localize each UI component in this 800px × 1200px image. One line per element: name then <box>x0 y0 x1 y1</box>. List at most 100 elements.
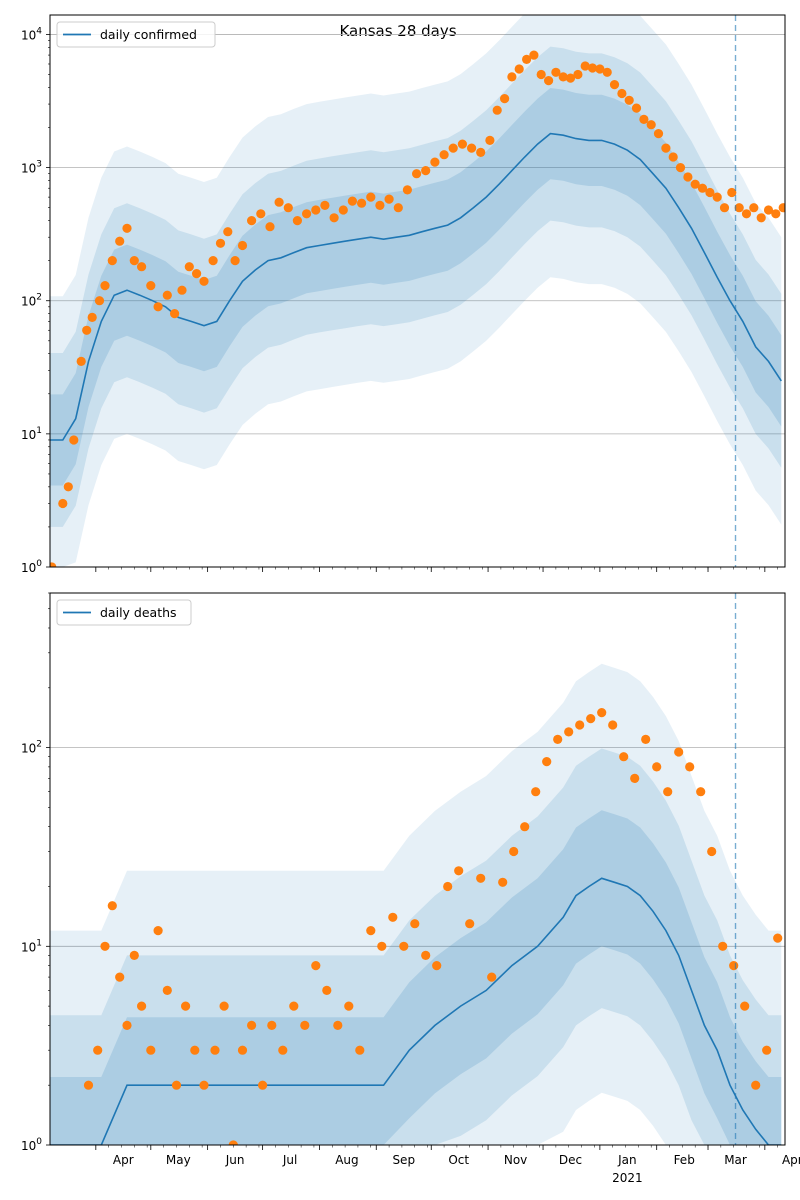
data-point <box>595 64 605 74</box>
data-point <box>107 901 117 911</box>
data-point <box>87 312 97 322</box>
data-point <box>430 157 440 167</box>
data-point <box>274 197 284 207</box>
data-point <box>668 152 678 162</box>
data-point <box>421 950 431 961</box>
data-point <box>100 281 110 291</box>
data-point <box>492 105 502 115</box>
data-point <box>347 196 357 206</box>
data-point <box>219 1001 229 1011</box>
data-point <box>247 1020 257 1030</box>
data-point <box>302 209 312 219</box>
data-point <box>181 1001 191 1011</box>
data-point <box>366 926 376 936</box>
data-point <box>267 1020 277 1030</box>
data-point <box>283 203 293 213</box>
data-point <box>734 203 744 213</box>
data-point <box>520 822 530 832</box>
chart-title: Kansas 28 days <box>339 22 456 40</box>
data-point <box>653 129 664 139</box>
data-point <box>674 747 684 757</box>
axes-frame <box>49 14 786 568</box>
deaths-panel: 100 101 102 Apr May Jun Jul Aug Sep Oct Nov Dec Jan 2… <box>21 592 800 1185</box>
data-point <box>300 1020 310 1030</box>
data-point <box>485 135 495 145</box>
data-point <box>773 933 783 943</box>
ytick-label: 104 <box>21 26 42 42</box>
data-point <box>565 73 576 83</box>
data-point <box>663 787 673 797</box>
plot-area <box>50 663 783 1145</box>
data-point <box>171 1080 182 1090</box>
data-point <box>498 877 508 887</box>
data-point <box>544 76 554 86</box>
legend-label: daily confirmed <box>100 27 197 42</box>
xtick-label: Sep <box>392 1153 415 1167</box>
axes-frame <box>49 592 786 1146</box>
data-point <box>718 941 728 951</box>
data-point <box>265 222 275 232</box>
data-point <box>170 309 180 319</box>
ytick-label: 103 <box>21 160 42 176</box>
data-point <box>690 179 700 189</box>
data-point <box>443 881 453 892</box>
data-point <box>529 50 539 60</box>
data-point <box>487 972 497 982</box>
data-point <box>646 120 656 130</box>
data-point <box>536 69 546 80</box>
data-point <box>190 1045 200 1055</box>
data-point <box>696 787 706 797</box>
data-point <box>162 985 172 996</box>
data-point <box>237 1045 248 1055</box>
data-point <box>652 762 662 772</box>
data-point <box>320 200 330 210</box>
data-point <box>393 203 403 213</box>
data-point <box>439 150 449 160</box>
data-point <box>357 198 367 208</box>
data-point <box>727 187 737 198</box>
xtick-label: Apr <box>782 1153 800 1167</box>
data-point <box>322 985 332 996</box>
data-point <box>256 209 266 219</box>
data-point <box>69 435 79 445</box>
plot-area <box>50 15 785 567</box>
data-point <box>580 61 590 71</box>
data-point <box>448 143 458 153</box>
data-point <box>763 205 774 215</box>
data-point <box>697 183 708 193</box>
data-point <box>199 276 209 286</box>
uncertainty-band <box>50 15 782 567</box>
data-point <box>719 203 730 213</box>
data-point <box>210 1045 220 1055</box>
data-point <box>500 94 510 104</box>
uncertainty-band <box>50 88 782 486</box>
data-point <box>675 163 686 173</box>
data-point <box>50 562 57 567</box>
data-point <box>100 941 110 951</box>
data-point <box>184 262 194 272</box>
data-point <box>542 757 552 767</box>
data-point <box>338 205 348 215</box>
ytick-label: 100 <box>21 559 42 575</box>
xtick-label: Oct <box>448 1153 469 1167</box>
data-point <box>228 1140 238 1145</box>
data-point <box>608 720 618 730</box>
data-point <box>551 67 561 77</box>
data-point <box>514 64 524 74</box>
data-point <box>507 72 517 82</box>
legend-box <box>56 21 216 48</box>
data-point <box>707 846 717 857</box>
data-point <box>94 296 105 306</box>
data-point <box>432 961 442 971</box>
data-point <box>292 216 302 226</box>
data-point <box>377 941 387 951</box>
data-point <box>237 240 248 251</box>
data-point <box>467 143 477 153</box>
data-point <box>457 139 467 149</box>
data-point <box>329 213 339 223</box>
data-point <box>153 302 163 312</box>
data-point <box>137 262 147 272</box>
data-point <box>177 285 187 295</box>
data-point <box>476 873 486 883</box>
